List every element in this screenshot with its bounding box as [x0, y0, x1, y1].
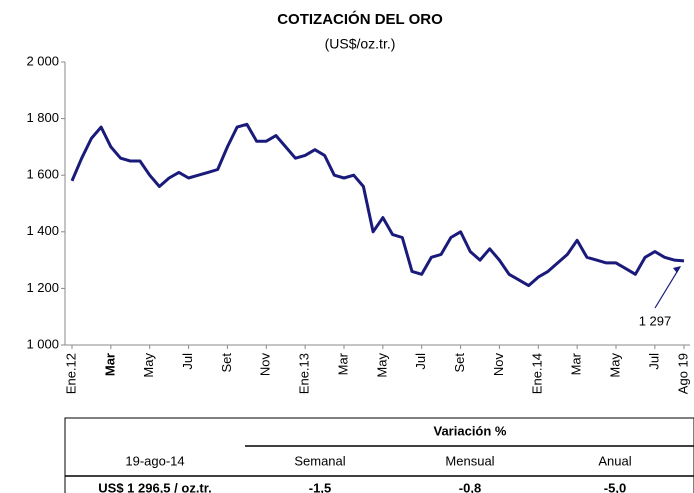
- x-tick-label: Nov: [258, 353, 273, 377]
- price-line: [70, 122, 685, 288]
- table-cell: US$ 1 296,5 / oz.tr.: [98, 480, 211, 493]
- x-tick-label: Jul: [646, 353, 661, 370]
- y-tick-label: 1 600: [26, 167, 59, 182]
- x-tick-label: Jul: [413, 353, 428, 370]
- y-tick-label: 1 800: [26, 110, 59, 125]
- x-tick-label: Mar: [335, 352, 350, 375]
- x-tick-label: Nov: [491, 353, 506, 377]
- table-header: Variación %: [434, 423, 507, 438]
- x-tick-label: Ene.14: [530, 353, 545, 394]
- table-column: Semanal: [294, 453, 345, 468]
- x-tick-label: Ene.13: [297, 353, 312, 394]
- annotation-arrow: [654, 266, 681, 309]
- annotation-arrowhead: [673, 265, 681, 273]
- table-cell: -0,8: [459, 480, 481, 493]
- x-tick-label: May: [141, 353, 156, 378]
- x-tick-label: Set: [452, 353, 467, 373]
- annotation-label: 1 297: [639, 313, 672, 328]
- chart-title: COTIZACIÓN DEL ORO: [277, 10, 443, 28]
- x-tick-label: May: [607, 353, 622, 378]
- table-column: 19-ago-14: [125, 453, 184, 468]
- x-tick-label: Jul: [180, 353, 195, 370]
- y-tick-label: 2 000: [26, 53, 59, 68]
- chart-subtitle: (US$/oz.tr.): [325, 36, 396, 52]
- y-tick-label: 1 400: [26, 223, 59, 238]
- x-tick-label: Ago 19: [675, 353, 690, 394]
- table-cell: -5,0: [604, 480, 626, 493]
- x-tick-label: Mar: [102, 353, 117, 376]
- table-cell: -1,5: [309, 480, 331, 493]
- table-column: Mensual: [445, 453, 494, 468]
- table-frame: [64, 417, 694, 493]
- x-tick-label: Mar: [569, 352, 584, 375]
- x-tick-label: Ene.12: [63, 353, 78, 394]
- x-tick-label: Set: [219, 353, 234, 373]
- x-tick-label: May: [374, 353, 389, 378]
- table-column: Anual: [598, 453, 631, 468]
- y-tick-label: 1 200: [26, 280, 59, 295]
- y-tick-label: 1 000: [26, 336, 59, 351]
